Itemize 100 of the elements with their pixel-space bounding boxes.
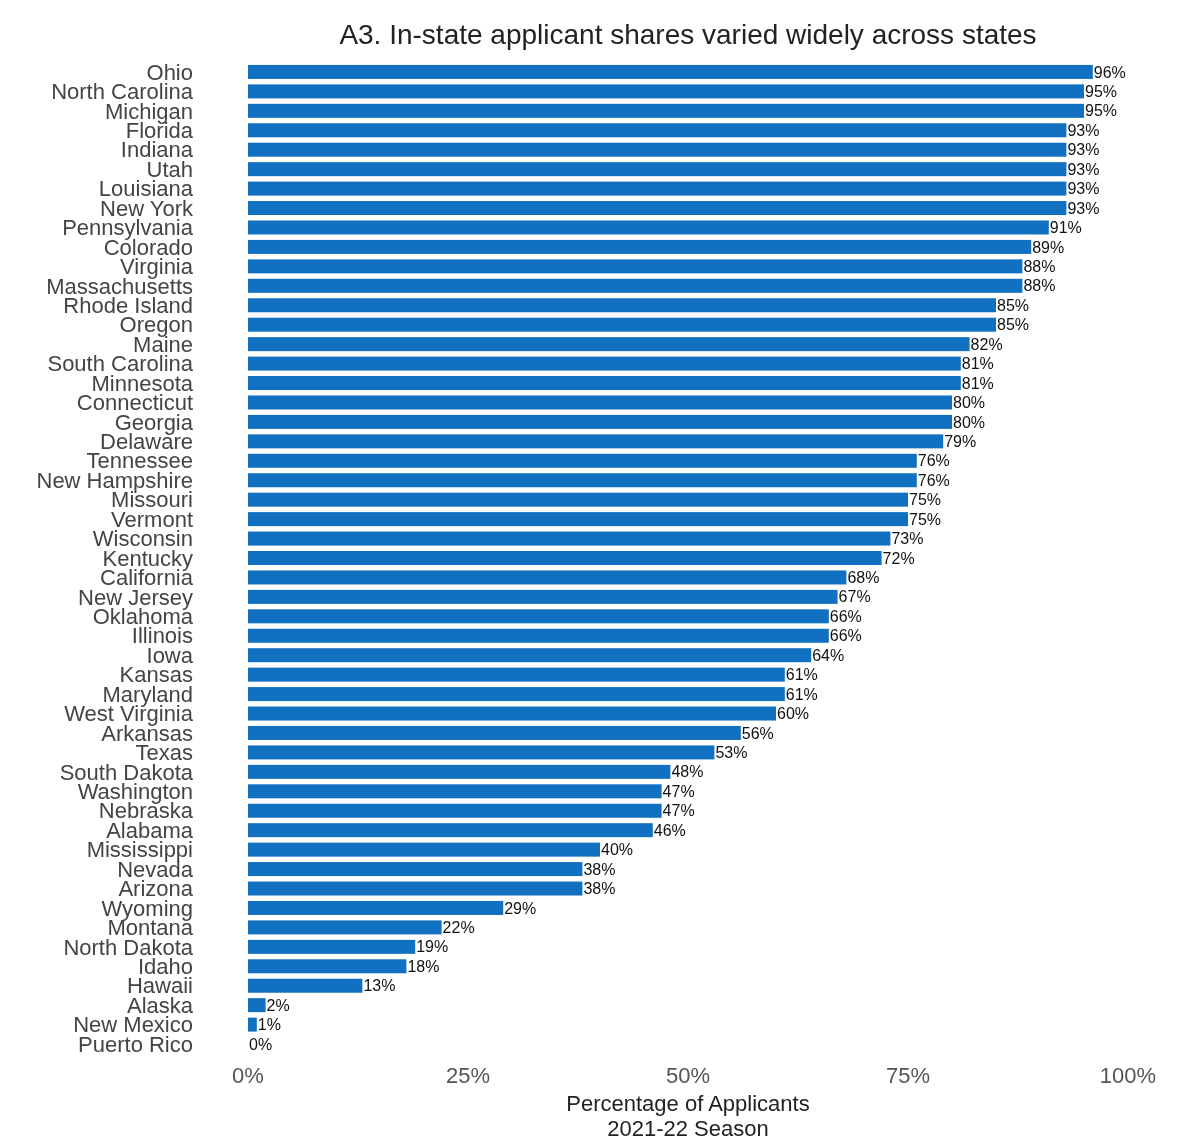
data-label: 56%: [741, 724, 774, 742]
y-tick-label: Washington: [77, 779, 193, 805]
data-label: 60%: [777, 705, 810, 723]
data-label: 93%: [1067, 199, 1100, 217]
bar: [248, 745, 715, 760]
data-label: 64%: [812, 646, 845, 664]
data-label: 80%: [953, 394, 986, 412]
bar: [248, 453, 917, 468]
bar: [248, 492, 908, 507]
data-label: 66%: [829, 607, 862, 625]
bar: [248, 900, 504, 915]
data-label: 47%: [662, 782, 695, 800]
bar: [248, 376, 961, 391]
bar: [248, 512, 908, 527]
x-tick-label: 25%: [445, 1063, 491, 1088]
data-label: 38%: [583, 880, 616, 898]
bar: [248, 298, 996, 313]
data-label: 93%: [1067, 121, 1100, 139]
x-tick-label: 75%: [885, 1063, 931, 1088]
bar: [248, 142, 1067, 157]
data-label: 79%: [944, 432, 977, 450]
data-label: 76%: [917, 471, 950, 489]
bar: [248, 784, 662, 799]
bar: [248, 823, 653, 838]
data-label: 96%: [1093, 63, 1126, 81]
bar: [248, 434, 944, 449]
bar: [248, 998, 266, 1013]
data-label: 0%: [249, 1035, 273, 1053]
bar: [248, 337, 970, 352]
bar: [248, 64, 1093, 79]
data-label: 82%: [970, 335, 1003, 353]
data-label: 81%: [961, 355, 994, 373]
bar: [248, 881, 583, 896]
data-label: 95%: [1085, 102, 1118, 120]
data-label: 93%: [1067, 180, 1100, 198]
data-label: 38%: [583, 860, 616, 878]
y-tick-label: Kentucky: [102, 545, 193, 571]
data-label: 88%: [1023, 257, 1056, 275]
data-label: 66%: [829, 627, 862, 645]
chart-title: A3. In-state applicant shares varied widely across states: [339, 19, 1037, 50]
bar: [248, 201, 1067, 216]
bar: [248, 589, 838, 604]
data-label: 85%: [997, 296, 1030, 314]
x-tick-label: 50%: [665, 1063, 711, 1088]
data-label: 53%: [715, 744, 748, 762]
data-label: 80%: [953, 413, 986, 431]
data-label: 22%: [442, 919, 475, 936]
bar: [248, 278, 1023, 293]
data-label: 29%: [504, 899, 537, 917]
bar: [248, 570, 847, 585]
data-label: 67%: [838, 588, 871, 606]
bar: [248, 725, 741, 740]
y-tick-label: Maryland: [102, 681, 193, 707]
data-label: 72%: [882, 549, 915, 567]
data-label: 48%: [671, 763, 704, 781]
bar: [248, 162, 1067, 177]
data-label: 89%: [1032, 238, 1065, 256]
bar: [248, 356, 961, 371]
data-label: 40%: [601, 841, 634, 859]
bar: [248, 842, 600, 857]
data-label: 88%: [1023, 277, 1056, 295]
bar: [248, 648, 812, 663]
data-label: 1%: [257, 1016, 281, 1034]
data-label: 93%: [1067, 160, 1100, 178]
data-label: 73%: [891, 530, 924, 548]
data-label: 19%: [416, 938, 449, 956]
bar: [248, 220, 1049, 235]
data-label: 46%: [653, 821, 686, 839]
bar: [248, 239, 1032, 254]
bar: [248, 978, 363, 993]
data-label: 75%: [909, 491, 942, 509]
bar: [248, 181, 1067, 196]
bar: [248, 803, 662, 818]
data-label: 2%: [266, 996, 290, 1014]
bar: [248, 939, 416, 954]
bar: [248, 628, 829, 643]
bar: [248, 920, 442, 935]
bar: [248, 764, 671, 779]
data-label: 75%: [909, 510, 942, 528]
bar: [248, 706, 776, 721]
bar: [248, 1017, 257, 1032]
bar: [248, 531, 891, 546]
bar: [248, 414, 952, 429]
x-tick-label: 100%: [1099, 1063, 1157, 1088]
bar: [248, 959, 407, 974]
y-tick-label: Georgia: [114, 409, 194, 435]
data-label: 13%: [363, 977, 396, 995]
bar: [248, 395, 952, 410]
bar: [248, 609, 829, 624]
data-label: 81%: [961, 374, 994, 392]
bar: [248, 473, 917, 488]
x-axis-title: Percentage of Applicants 2021-22 Season: [566, 1091, 810, 1141]
data-label: 18%: [407, 957, 440, 975]
data-label: 76%: [917, 452, 950, 470]
bar: [248, 317, 996, 332]
bar: [248, 667, 785, 682]
bar: [248, 259, 1023, 274]
data-label: 47%: [662, 802, 695, 820]
bar: [248, 84, 1084, 99]
data-label: 68%: [847, 569, 880, 587]
